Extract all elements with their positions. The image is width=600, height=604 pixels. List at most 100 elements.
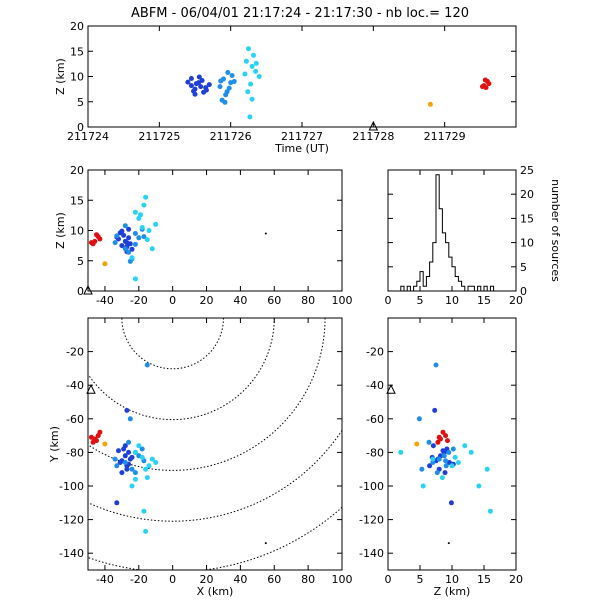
plan-view-point [139, 446, 145, 452]
plan-view-point [132, 470, 138, 476]
height-histogram-xtick-label: 5 [417, 294, 424, 307]
height-y-ytick-label: -100 [359, 480, 384, 493]
height-y-point [439, 475, 445, 481]
range-ring [88, 429, 342, 522]
time-height-ytick-label: 5 [77, 96, 84, 109]
time-height-point [247, 114, 253, 120]
time-height-xlabel: Time (UT) [274, 142, 329, 155]
x-height-xtick-label: 0 [169, 294, 176, 307]
x-height-point [264, 232, 267, 235]
time-height-xtick-label: 211727 [281, 130, 323, 143]
plan-view-point [141, 508, 147, 514]
height-y-xtick-label: 20 [509, 573, 523, 586]
x-height-point [141, 234, 147, 240]
time-height-point [217, 84, 223, 90]
x-height-point [94, 232, 99, 238]
height-histogram-ytick-label: 15 [520, 212, 534, 225]
time-height-point [482, 77, 488, 83]
x-height-point [138, 212, 143, 218]
plan-view-point [264, 542, 267, 545]
time-height-point [248, 81, 254, 87]
height-y-point [419, 466, 425, 472]
x-height-point [132, 241, 138, 247]
time-height-point [253, 60, 259, 66]
plan-view-point [129, 466, 135, 472]
height-y-point [440, 429, 446, 435]
height-histogram-xtick-label: 15 [477, 294, 491, 307]
x-height-point [112, 240, 118, 246]
height-y-point [420, 483, 426, 489]
x-height-point [126, 249, 132, 255]
plan-view-frame [87, 317, 343, 571]
x-height-point [139, 225, 145, 230]
plan-view-point [126, 439, 132, 445]
time-height-ytick-label: 20 [70, 20, 84, 33]
x-height-point [129, 255, 135, 261]
x-height-ytick-label: 15 [70, 194, 84, 207]
plan-view-point [149, 456, 155, 462]
x-height-ylabel: Z (km) [54, 212, 67, 249]
plan-view-point [117, 460, 123, 465]
height-y-point [452, 454, 458, 460]
time-height-point [245, 89, 251, 95]
time-height-point [249, 96, 255, 102]
time-height-point [206, 82, 212, 88]
time-height-point [196, 74, 202, 80]
plan-view-ytick-label: -20 [66, 346, 84, 359]
plan-view-point [122, 460, 128, 465]
plan-view-point [114, 500, 120, 506]
time-height-xtick-label: 211728 [352, 130, 394, 143]
height-y-ytick-label: -40 [366, 379, 384, 392]
x-height-point [122, 223, 128, 229]
time-height-point [231, 79, 237, 84]
x-height-xtick-label: 40 [233, 294, 247, 307]
plan-view-xtick-label: 0 [169, 573, 176, 586]
height-histogram-ytick-label: 0 [520, 285, 527, 298]
histogram-step-line [400, 174, 495, 292]
plan-view-xtick-label: 100 [332, 573, 353, 586]
plan-view-ylabel: Y (km) [48, 426, 61, 463]
height-y-point [441, 453, 447, 459]
plan-view-point [143, 528, 149, 534]
time-height-xtick-label: 211729 [424, 130, 466, 143]
height-y-point [430, 456, 436, 462]
time-height-ylabel: Z (km) [54, 58, 67, 95]
station-triangle-icon [86, 384, 96, 394]
time-height-point [185, 79, 191, 85]
x-height-point [149, 246, 155, 252]
height-y-point [443, 463, 449, 469]
time-height-point [193, 81, 199, 87]
station-triangle-icon [368, 120, 379, 131]
plan-view-point [139, 454, 145, 460]
plan-view-xtick-label: 20 [200, 573, 214, 586]
x-height-frame [87, 169, 343, 292]
height-y-xtick-label: 10 [445, 573, 459, 586]
height-histogram-ytick-label: 25 [520, 164, 534, 177]
station-triangle-icon [83, 284, 93, 295]
plan-view-ytick-label: -80 [66, 446, 84, 459]
time-height-ytick-label: 0 [77, 121, 84, 134]
plan-view-point [129, 483, 135, 489]
height-y-point [468, 449, 474, 455]
time-height-point [243, 58, 249, 64]
time-height-point [251, 52, 256, 58]
time-height-xtick-label: 211724 [67, 130, 109, 143]
plan-view-point [112, 456, 118, 462]
x-height-ytick-label: 10 [70, 225, 84, 238]
height-y-point [432, 407, 438, 413]
plan-view-point [94, 438, 99, 444]
height-y-point [414, 441, 420, 447]
height-y-xtick-label: 15 [477, 573, 491, 586]
time-height-point [249, 63, 255, 69]
time-height-point [229, 73, 235, 78]
plan-view-point [129, 454, 135, 460]
plan-view-xtick-label: -40 [96, 573, 114, 586]
plan-view-point [126, 449, 132, 455]
height-y-ytick-label: -60 [366, 413, 384, 426]
height-y-point [443, 458, 449, 464]
x-height-ytick-label: 20 [70, 164, 84, 177]
time-height-point [188, 76, 194, 81]
plan-view-xlabel: X (km) [197, 585, 234, 598]
height-y-point [435, 439, 441, 445]
time-height-frame [87, 25, 517, 128]
